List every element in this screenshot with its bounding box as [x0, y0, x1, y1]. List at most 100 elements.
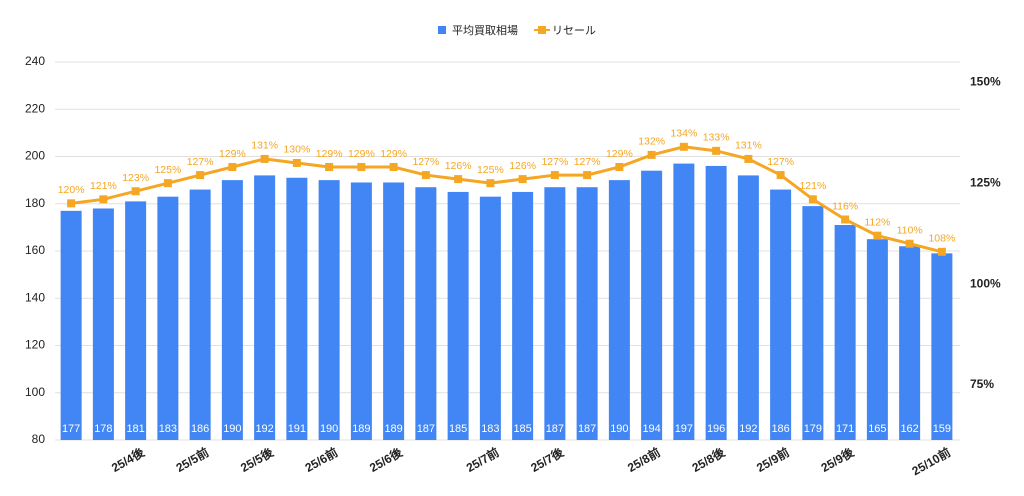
y-tick-label: 200: [25, 149, 45, 163]
bar: [447, 191, 469, 440]
line-value-label: 129%: [606, 148, 633, 160]
line-point: [712, 146, 721, 155]
bar: [608, 180, 630, 440]
bar-value-label: 186: [191, 423, 209, 435]
line-value-label: 131%: [251, 140, 278, 152]
line-point: [67, 199, 76, 208]
x-tick-label: 25/5後: [238, 444, 277, 475]
bar-value-label: 187: [417, 423, 435, 435]
bar-value-label: 178: [94, 423, 112, 435]
line-value-label: 126%: [509, 160, 536, 172]
bar: [318, 180, 340, 440]
y-tick-label: 140: [25, 290, 45, 304]
bar: [544, 187, 566, 440]
bar-value-label: 190: [320, 423, 338, 435]
bar: [221, 180, 243, 440]
y-tick-label: 180: [25, 196, 45, 210]
bar: [383, 182, 405, 441]
bar: [834, 225, 856, 440]
bar-value-label: 159: [933, 423, 951, 435]
bar-value-label: 197: [675, 423, 693, 435]
x-tick-label: 25/10前: [909, 444, 953, 478]
line-point: [615, 163, 624, 171]
line-value-label: 129%: [380, 148, 407, 160]
line-value-label: 129%: [219, 148, 246, 160]
line-value-label: 110%: [897, 225, 923, 237]
bar-value-label: 183: [481, 423, 499, 435]
line-value-label: 127%: [187, 156, 214, 168]
line-point: [808, 195, 817, 204]
bar: [737, 175, 759, 440]
line-point: [99, 195, 108, 204]
line-value-label: 121%: [799, 180, 826, 192]
line-point: [325, 163, 334, 171]
line-point: [260, 154, 269, 163]
bar: [254, 175, 276, 440]
line-value-label: 125%: [477, 164, 504, 176]
line-point: [776, 171, 785, 180]
line-point: [841, 215, 850, 224]
bar-value-label: 192: [255, 423, 273, 435]
y2-tick-label: 125%: [970, 175, 1001, 189]
bar-value-label: 185: [513, 423, 531, 435]
bar-value-label: 162: [900, 423, 918, 435]
legend-swatch: [438, 26, 446, 34]
line-point: [292, 158, 301, 167]
x-tick-label: 25/7後: [528, 444, 567, 475]
bar-value-label: 185: [449, 423, 467, 435]
line-point: [454, 175, 463, 184]
bar: [189, 189, 211, 440]
bar: [866, 239, 888, 440]
line-point: [873, 231, 882, 240]
line-value-label: 121%: [90, 180, 117, 192]
bar: [92, 208, 114, 440]
x-tick-label: 25/5前: [173, 444, 211, 475]
x-tick-label: 25/4後: [109, 444, 148, 475]
bar-value-label: 191: [288, 423, 306, 435]
line-value-label: 134%: [670, 128, 697, 140]
line-point: [905, 239, 914, 248]
line-point: [357, 163, 366, 171]
line-value-label: 132%: [638, 136, 665, 148]
line-value-label: 127%: [767, 156, 794, 168]
line-point: [389, 163, 398, 171]
line-value-label: 120%: [58, 184, 85, 196]
x-tick-label: 25/9前: [754, 444, 792, 475]
legend-swatch: [538, 26, 546, 34]
y-tick-label: 220: [25, 101, 45, 115]
bar-value-label: 183: [159, 423, 177, 435]
bar: [705, 165, 727, 440]
bar-value-label: 187: [546, 423, 564, 435]
bar-value-label: 194: [642, 423, 660, 435]
line-value-label: 127%: [541, 156, 568, 168]
line-value-label: 130%: [283, 144, 310, 156]
line-point: [550, 171, 559, 180]
bar: [576, 187, 598, 440]
y-tick-label: 80: [32, 432, 46, 446]
bar: [931, 253, 953, 440]
bar: [157, 196, 179, 440]
bar: [479, 196, 501, 440]
y2-tick-label: 75%: [970, 377, 994, 391]
line-point: [937, 247, 946, 256]
x-tick-label: 25/9後: [818, 444, 857, 475]
line-point: [679, 142, 688, 151]
bar-value-label: 196: [707, 423, 725, 435]
bar-value-label: 190: [223, 423, 241, 435]
line-value-label: 126%: [445, 160, 472, 172]
line-value-label: 131%: [735, 140, 762, 152]
bar-value-label: 171: [836, 423, 854, 435]
legend-label: リセール: [552, 24, 596, 37]
line-point: [131, 187, 140, 196]
x-tick-label: 25/7前: [463, 444, 501, 475]
x-tick-label: 25/6前: [302, 444, 340, 475]
bar-value-label: 179: [804, 423, 822, 435]
x-tick-label: 25/8前: [625, 444, 663, 475]
y-tick-label: 240: [25, 54, 45, 68]
line: [70, 145, 943, 254]
line-value-label: 127%: [412, 156, 439, 168]
line-value-label: 112%: [864, 216, 890, 228]
line-point: [647, 150, 656, 159]
line-value-label: 125%: [154, 164, 181, 176]
